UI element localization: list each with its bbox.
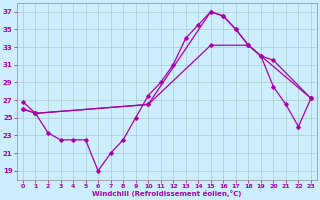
X-axis label: Windchill (Refroidissement éolien,°C): Windchill (Refroidissement éolien,°C) [92,190,242,197]
